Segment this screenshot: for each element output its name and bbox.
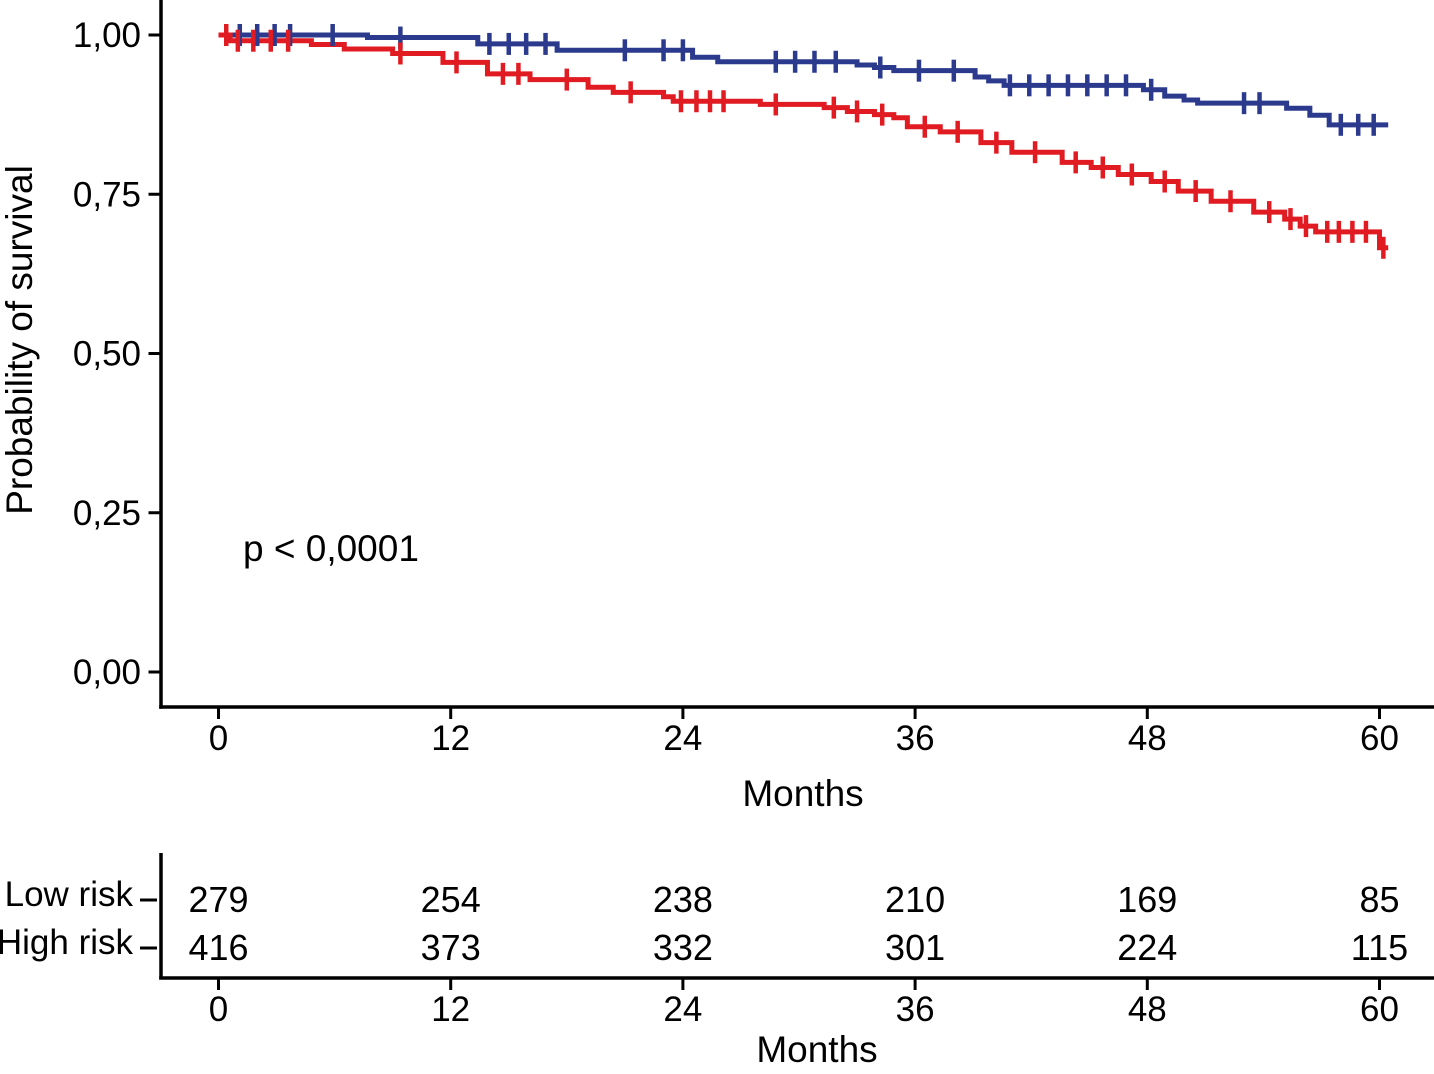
x-tick-label: 60 — [1360, 719, 1399, 758]
risk-table-x-tick-label: 36 — [896, 990, 935, 1029]
risk-count-low-risk: 238 — [653, 879, 713, 920]
risk-count-low-risk: 254 — [421, 879, 481, 920]
risk-count-high-risk: 373 — [421, 927, 481, 968]
x-tick-label: 0 — [209, 719, 228, 758]
risk-row-label-high-risk: High risk — [0, 923, 133, 962]
y-axis-title: Probability of survival — [0, 165, 40, 515]
y-tick-label: 0,25 — [73, 494, 141, 533]
risk-table-x-tick-label: 0 — [209, 990, 228, 1029]
y-tick-label: 1,00 — [73, 16, 141, 55]
y-tick-label: 0,50 — [73, 335, 141, 374]
risk-count-high-risk: 115 — [1351, 927, 1408, 968]
risk-table-layer: 0 12 24 36 48 60 279 254 238 210 169 85 416 373 332 301… — [140, 853, 1434, 1029]
x-tick-label: 12 — [431, 719, 470, 758]
risk-count-low-risk: 279 — [188, 879, 248, 920]
risk-row-label-low-risk: Low risk — [5, 875, 134, 914]
survival-curve-low-risk — [218, 32, 1389, 128]
survival-curve-high-risk — [218, 32, 1389, 251]
risk-count-high-risk: 416 — [188, 927, 248, 968]
risk-table-x-tick-label: 24 — [663, 990, 702, 1029]
x-tick-label: 24 — [663, 719, 702, 758]
risk-count-low-risk: 210 — [885, 879, 945, 920]
x-axis-title: Months — [742, 773, 863, 814]
risk-table-x-tick-label: 60 — [1360, 990, 1399, 1029]
censor-marks-layer — [223, 24, 1386, 259]
risk-table-x-tick-label: 48 — [1128, 990, 1167, 1029]
x-tick-label: 48 — [1128, 719, 1167, 758]
risk-count-high-risk: 332 — [653, 927, 713, 968]
risk-count-high-risk: 301 — [885, 927, 945, 968]
curves-layer — [218, 32, 1389, 251]
p-value-annotation: p < 0,0001 — [243, 528, 419, 569]
axes-layer: 1,00 0,75 0,50 0,25 0,00 0 12 24 36 48 60 — [73, 0, 1434, 758]
y-tick-label: 0,75 — [73, 175, 141, 214]
risk-count-high-risk: 224 — [1117, 927, 1177, 968]
risk-count-low-risk: 85 — [1359, 879, 1399, 920]
risk-table-x-axis-title: Months — [756, 1029, 877, 1070]
x-tick-label: 36 — [896, 719, 935, 758]
risk-count-low-risk: 169 — [1117, 879, 1177, 920]
y-tick-label: 0,00 — [73, 653, 141, 692]
risk-table-x-tick-label: 12 — [431, 990, 470, 1029]
